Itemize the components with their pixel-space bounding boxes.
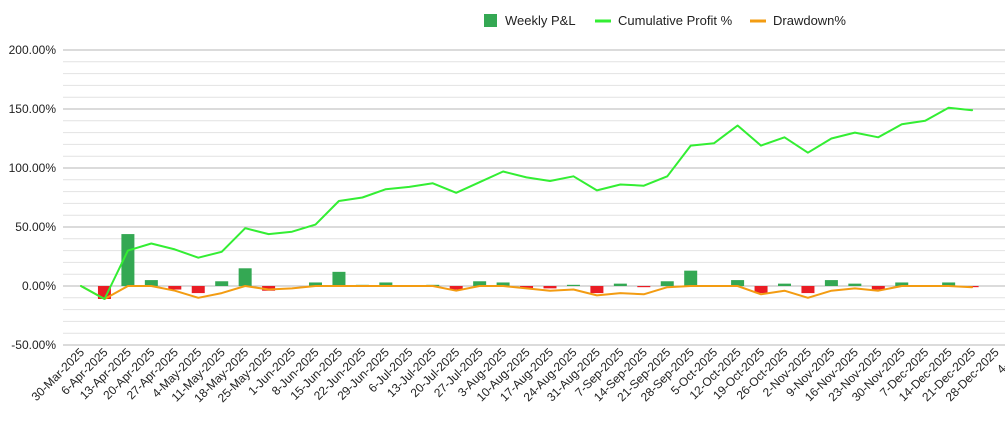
bar-weekly-pl xyxy=(801,286,815,294)
bar-weekly-pl xyxy=(309,282,322,286)
bar-weekly-pl xyxy=(121,234,135,286)
x-axis-ticks: 30-Mar-20256-Apr-202513-Apr-202520-Apr-2… xyxy=(29,345,1005,405)
bar-weekly-pl xyxy=(848,283,862,286)
bar-weekly-pl xyxy=(778,283,791,286)
bar-weekly-pl xyxy=(871,286,885,290)
legend-label: Weekly P&L xyxy=(505,13,576,28)
bar-weekly-pl xyxy=(379,282,393,286)
bar-weekly-pl xyxy=(754,286,768,294)
bar-weekly-pl xyxy=(637,286,651,288)
line-cumulative-profit xyxy=(80,106,974,300)
y-tick-label: -50.00% xyxy=(11,338,56,352)
bar-weekly-pl xyxy=(824,280,838,286)
y-axis-ticks: 200.00% 150.00% 100.00% 50.00% 0.00% -50.00% xyxy=(9,43,57,352)
bar-weekly-pl xyxy=(97,286,111,299)
bar-weekly-pl xyxy=(590,286,604,294)
line-drawdown xyxy=(80,285,974,300)
bar-weekly-pl xyxy=(566,284,580,286)
y-tick-label: 50.00% xyxy=(15,220,56,234)
legend-label: Drawdown% xyxy=(773,13,846,28)
bar-weekly-pl xyxy=(262,286,276,291)
legend-label: Cumulative Profit % xyxy=(618,13,733,28)
bar-weekly-pl xyxy=(613,283,627,286)
bar-weekly-pl xyxy=(144,280,158,286)
bar-weekly-pl xyxy=(942,282,956,286)
bar-weekly-pl xyxy=(520,286,534,289)
x-tick-label: 4-Jan xyxy=(994,345,1005,376)
bar-weekly-pl xyxy=(660,281,674,286)
y-tick-label: 100.00% xyxy=(9,161,57,175)
bar-weekly-pl xyxy=(496,282,510,286)
bar-weekly-pl xyxy=(449,286,463,290)
bar-weekly-pl xyxy=(215,281,229,286)
legend-swatch-bar xyxy=(484,14,497,27)
bar-weekly-pl xyxy=(168,286,182,290)
bar-weekly-pl xyxy=(731,280,745,286)
y-tick-label: 200.00% xyxy=(9,43,57,57)
y-tick-label: 0.00% xyxy=(22,279,56,293)
bar-weekly-pl xyxy=(473,281,487,286)
bar-weekly-pl xyxy=(332,271,346,286)
bar-weekly-pl xyxy=(191,286,205,294)
bar-series-weekly-pl xyxy=(97,234,979,299)
bar-weekly-pl xyxy=(238,268,252,286)
line-series xyxy=(80,106,974,300)
bar-weekly-pl xyxy=(684,270,698,286)
legend: Weekly P&L Cumulative Profit % Drawdown% xyxy=(484,13,846,28)
y-tick-label: 150.00% xyxy=(9,102,57,116)
bar-weekly-pl xyxy=(895,282,909,286)
gridlines xyxy=(63,49,1005,346)
bar-weekly-pl xyxy=(543,286,557,289)
